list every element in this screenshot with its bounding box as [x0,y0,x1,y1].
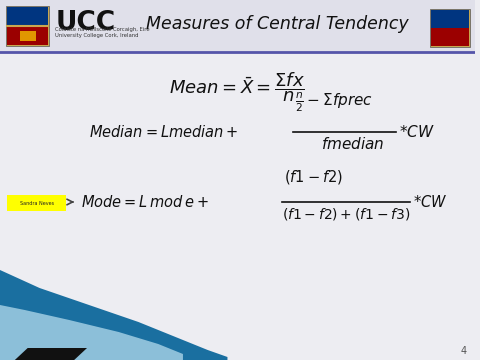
Polygon shape [0,270,228,360]
FancyBboxPatch shape [6,6,49,46]
Text: $Mode = L\,mod\,e +$: $Mode = L\,mod\,e +$ [81,194,209,210]
Text: 4: 4 [461,346,467,356]
FancyBboxPatch shape [7,195,66,211]
Text: $(f1 - f2)$: $(f1 - f2)$ [284,168,343,186]
Text: $Median = Lmedian +$: $Median = Lmedian +$ [89,124,239,140]
Text: Colaiste na hOllscoile Corcaigh, Eire: Colaiste na hOllscoile Corcaigh, Eire [55,27,150,32]
Text: $* CW$: $* CW$ [398,124,434,140]
Polygon shape [15,348,87,360]
FancyBboxPatch shape [20,31,36,41]
Text: $(f1 - f2) + (f1 - f3)$: $(f1 - f2) + (f1 - f3)$ [282,206,410,222]
Text: $\frac{n}{2} - \Sigma fprec$: $\frac{n}{2} - \Sigma fprec$ [295,90,372,114]
Text: $* CW$: $* CW$ [413,194,448,210]
FancyBboxPatch shape [7,7,48,26]
Text: $Mean = \bar{X} = \dfrac{\Sigma fx}{n}$: $Mean = \bar{X} = \dfrac{\Sigma fx}{n}$ [169,70,305,104]
FancyBboxPatch shape [431,10,469,28]
Text: Sandra Neves: Sandra Neves [20,201,54,206]
Text: UCC: UCC [55,10,116,36]
FancyBboxPatch shape [7,26,48,45]
FancyBboxPatch shape [431,28,469,46]
Text: $fmedian$: $fmedian$ [322,136,385,152]
Text: Measures of Central Tendency: Measures of Central Tendency [146,15,409,33]
Polygon shape [0,305,183,360]
FancyBboxPatch shape [0,0,475,52]
FancyBboxPatch shape [430,9,470,47]
Text: University College Cork, Ireland: University College Cork, Ireland [55,33,139,38]
